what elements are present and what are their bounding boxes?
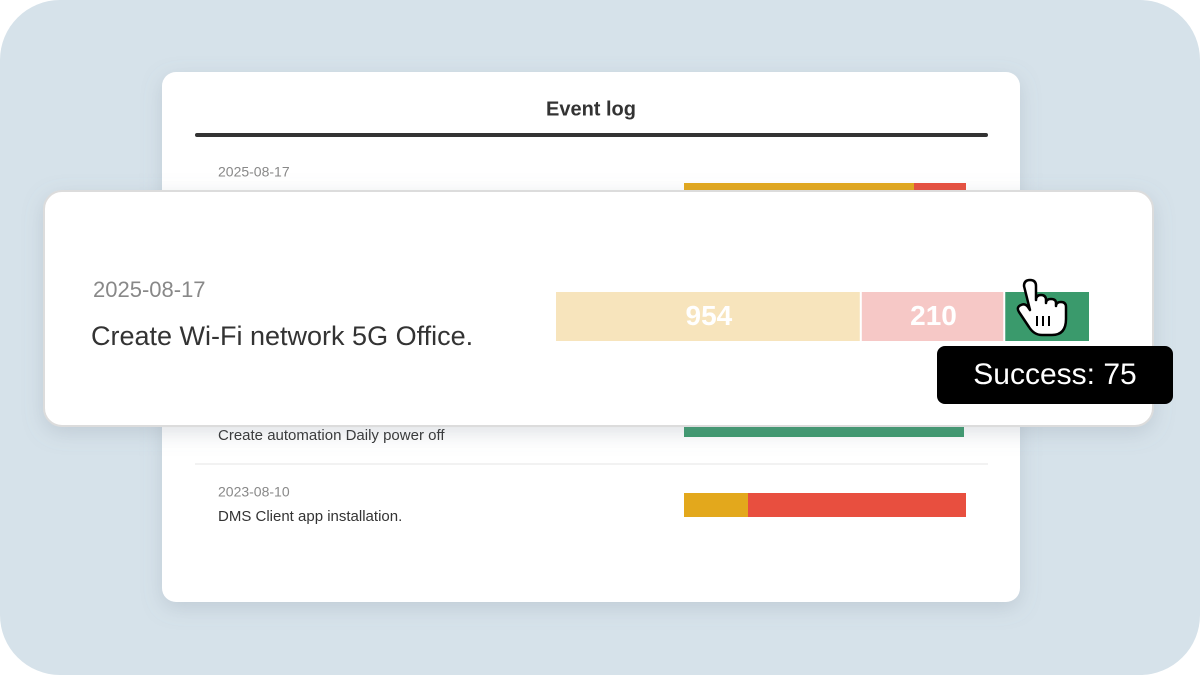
title-underline xyxy=(195,133,988,137)
stacked-bar: 954 210 xyxy=(556,292,1089,341)
row-description: Create automation Daily power off xyxy=(218,427,445,444)
card-title: Event log xyxy=(546,98,636,120)
row-bar-segment xyxy=(748,493,966,517)
row-bar-segment xyxy=(684,425,964,437)
popup-date: 2025-08-17 xyxy=(93,277,206,302)
cursor xyxy=(1016,278,1068,337)
bar-segment xyxy=(556,292,860,341)
tooltip-text: Success: 75 xyxy=(973,358,1136,391)
row-description: DMS Client app installation. xyxy=(218,508,402,525)
tooltip: Success: 75 xyxy=(937,346,1173,404)
row-bar-segment xyxy=(684,493,748,517)
cursor-detail xyxy=(1036,316,1050,326)
segment-label: 954 xyxy=(686,300,733,331)
row-bar-segment xyxy=(684,183,914,193)
tooltip-box xyxy=(937,346,1173,404)
row-date: 2023-08-10 xyxy=(218,484,290,500)
popup-description: Create Wi-Fi network 5G Office. xyxy=(91,321,473,351)
bar-segment xyxy=(861,292,1004,341)
row-date: 2025-08-17 xyxy=(218,164,290,180)
segment-label: 210 xyxy=(910,300,957,331)
row-bar-segment xyxy=(914,183,966,193)
